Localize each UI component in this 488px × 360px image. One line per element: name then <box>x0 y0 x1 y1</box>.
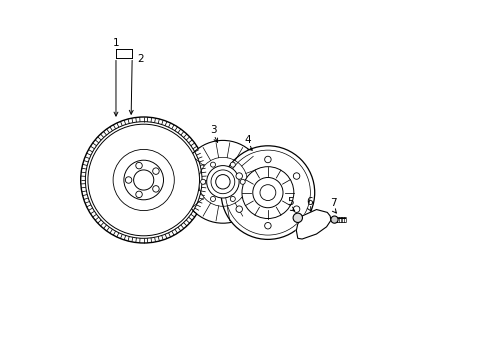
Text: 3: 3 <box>210 125 217 135</box>
Circle shape <box>252 177 283 208</box>
Circle shape <box>206 166 239 198</box>
Text: 5: 5 <box>286 197 293 207</box>
Polygon shape <box>296 210 330 239</box>
Circle shape <box>210 197 215 202</box>
Circle shape <box>236 173 242 179</box>
Circle shape <box>200 179 205 184</box>
Circle shape <box>133 170 153 190</box>
Circle shape <box>293 173 299 179</box>
Circle shape <box>242 167 293 219</box>
Circle shape <box>152 168 159 174</box>
Text: 2: 2 <box>137 54 144 64</box>
Circle shape <box>293 206 299 212</box>
Circle shape <box>236 206 242 212</box>
Circle shape <box>260 185 275 201</box>
Circle shape <box>330 216 337 223</box>
Text: 6: 6 <box>305 197 312 207</box>
Circle shape <box>152 186 159 192</box>
Circle shape <box>210 162 215 167</box>
Text: 7: 7 <box>330 198 336 208</box>
Circle shape <box>240 179 244 184</box>
Circle shape <box>230 162 235 167</box>
Circle shape <box>221 146 314 239</box>
Circle shape <box>88 124 199 236</box>
Circle shape <box>181 140 264 223</box>
Circle shape <box>136 162 142 169</box>
Circle shape <box>136 191 142 198</box>
Circle shape <box>215 175 230 189</box>
Circle shape <box>264 156 270 163</box>
Circle shape <box>123 160 163 200</box>
Circle shape <box>230 197 235 202</box>
Circle shape <box>125 177 132 183</box>
Circle shape <box>81 117 206 243</box>
Circle shape <box>113 149 174 211</box>
Text: 4: 4 <box>244 135 251 145</box>
Circle shape <box>292 213 302 222</box>
Circle shape <box>211 170 234 194</box>
Circle shape <box>264 222 270 229</box>
Text: 1: 1 <box>112 38 119 48</box>
